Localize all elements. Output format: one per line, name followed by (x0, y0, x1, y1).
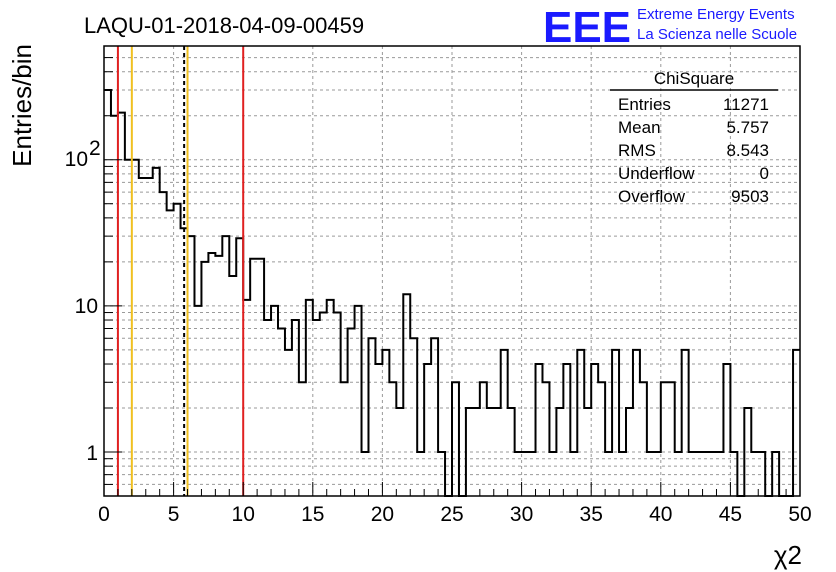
stats-box-title: ChiSquare (654, 69, 734, 88)
x-tick-label: 40 (649, 503, 672, 526)
x-tick-label: 15 (301, 503, 324, 526)
stats-label-entries: Entries (618, 95, 671, 114)
org-line-2: La Scienza nelle Scuole (637, 26, 797, 43)
x-tick-label: 50 (788, 503, 811, 526)
stats-box: ChiSquare Entries 11271 Mean 5.757 RMS 8… (610, 69, 778, 206)
stats-label-underflow: Underflow (618, 164, 695, 183)
x-tick-label: 25 (440, 503, 463, 526)
y-tick-label-100-base: 10 (65, 148, 88, 171)
y-axis-label: Entries/bin (7, 44, 37, 167)
x-tick-label: 10 (232, 503, 255, 526)
y-axis-ticks (104, 45, 122, 497)
x-tick-label: 30 (510, 503, 533, 526)
stats-value-mean: 5.757 (726, 118, 769, 137)
stats-label-overflow: Overflow (618, 187, 686, 206)
y-tick-label-10: 10 (75, 295, 98, 318)
stats-value-rms: 8.543 (726, 141, 769, 160)
eee-logo: EEE (543, 3, 631, 52)
stats-label-rms: RMS (618, 141, 656, 160)
x-axis-ticks: 0 5 10 15 20 25 30 35 40 45 50 (98, 482, 812, 526)
histogram (104, 88, 800, 497)
org-line-1: Extreme Energy Events (637, 6, 795, 23)
stats-value-underflow: 0 (760, 164, 769, 183)
x-tick-label: 20 (371, 503, 394, 526)
x-tick-label: 35 (580, 503, 603, 526)
stats-value-entries: 11271 (723, 95, 769, 114)
chart-title: LAQU-01-2018-04-09-00459 (84, 13, 364, 38)
y-tick-label-1: 1 (86, 442, 98, 465)
histogram-outline (104, 88, 800, 497)
x-tick-label: 45 (719, 503, 742, 526)
stats-value-overflow: 9503 (731, 187, 769, 206)
x-tick-label: 5 (168, 503, 180, 526)
x-tick-label: 0 (98, 503, 110, 526)
y-tick-label-100-exponent: 2 (89, 137, 101, 160)
x-axis-label: χ2 (774, 540, 802, 570)
reference-lines (116, 46, 245, 496)
stats-label-mean: Mean (618, 118, 661, 137)
